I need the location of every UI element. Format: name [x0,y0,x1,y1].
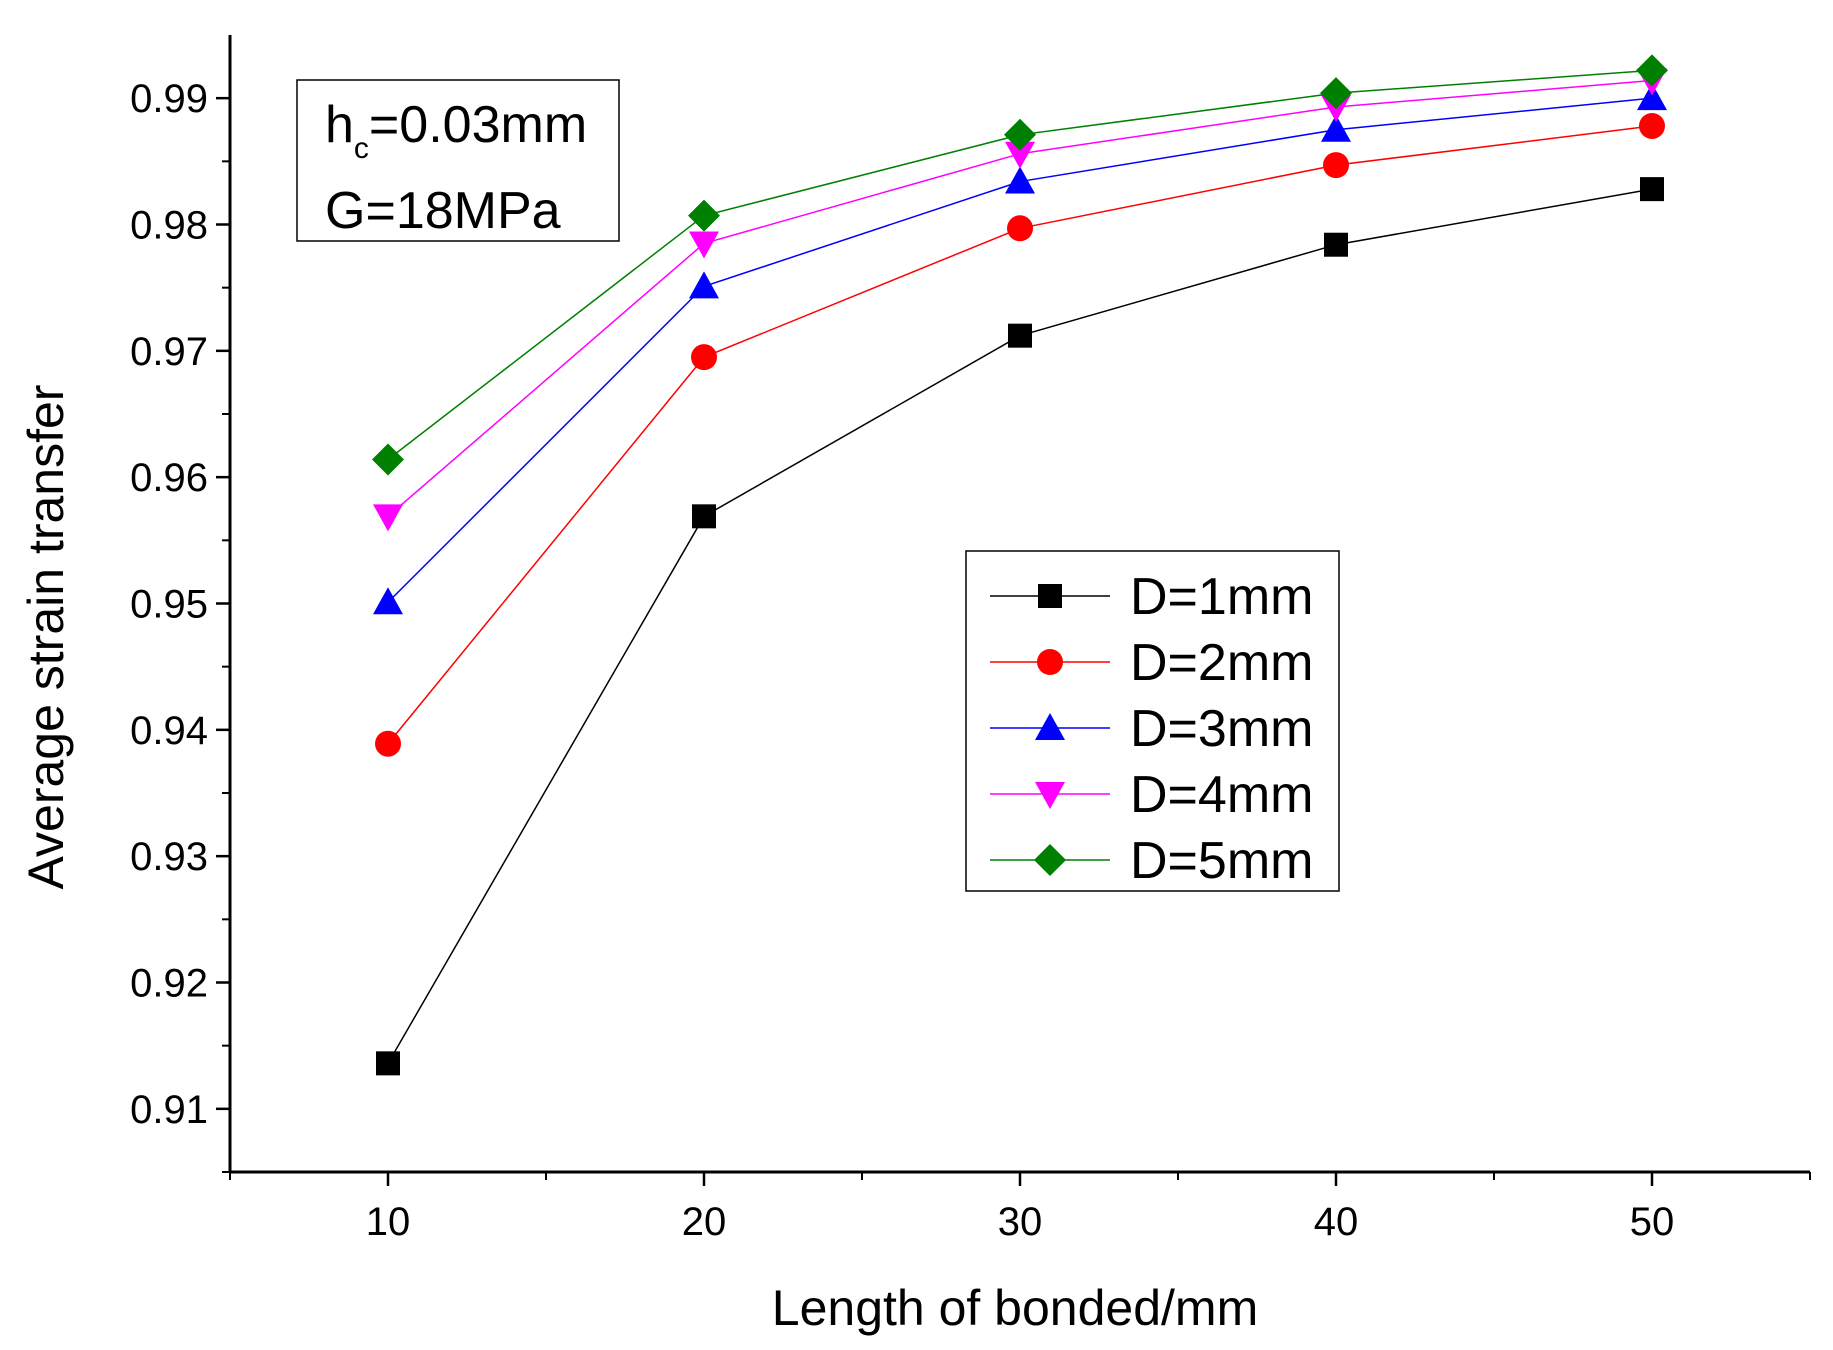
series-4 [373,68,1667,532]
y-tick-label-7: 0.98 [130,204,208,248]
legend-marker-5 [1034,844,1066,876]
y-tick-label-0: 0.91 [130,1088,208,1132]
legend-label-4: D=4mm [1130,766,1313,824]
series-4-point-2 [689,231,719,259]
y-tick-label-1: 0.92 [130,962,208,1006]
legend-label-3: D=3mm [1130,700,1313,758]
legend-item-2: D=2mm [990,634,1313,692]
series-2-point-1 [375,730,401,757]
y-tick-label-8: 0.99 [130,77,208,121]
legend-marker-2 [1037,649,1063,675]
annotation-shear-modulus: G=18MPa [325,182,561,240]
series-5-point-4 [1320,77,1352,110]
series-1-point-3 [1008,323,1032,348]
series-3-point-2 [689,271,719,299]
y-tick-label-5: 0.96 [130,456,208,500]
legend-marker-4 [1035,782,1065,809]
series-2 [375,112,1665,757]
legend-label-2: D=2mm [1130,634,1313,692]
legend-label-5: D=5mm [1130,832,1313,890]
y-tick-label-4: 0.95 [130,583,208,627]
series-1-point-4 [1324,232,1348,257]
legend-marker-1 [1038,584,1062,608]
series-2-point-4 [1323,152,1349,179]
legend-item-3: D=3mm [990,700,1313,758]
series-5-point-1 [372,443,404,476]
annotation-subscript: c [354,132,369,165]
series-2-point-2 [691,344,717,371]
series-3-point-5 [1637,83,1667,111]
series-1-point-1 [376,1051,400,1076]
series-2-point-3 [1007,215,1033,242]
series-1 [376,177,1664,1076]
series-1-point-5 [1640,177,1664,202]
axes: 0.91 0.92 0.93 0.94 0.95 0.96 0.97 0.98 0.99 10 20… [130,35,1811,1244]
series-5-point-5 [1636,54,1668,87]
annotation-thickness: =0.03mm [369,96,587,154]
y-axis-title: Average strain transfer [18,385,74,890]
annotation-box: hc=0.03mm G=18MPa [296,79,620,242]
legend-marker-3 [1035,713,1065,740]
series-3-point-3 [1005,166,1035,194]
x-tick-label-1: 20 [682,1200,727,1244]
series-5-point-2 [688,199,720,232]
legend-item-4: D=4mm [990,766,1313,824]
series-layer [372,54,1668,1076]
series-3-point-4 [1321,114,1351,142]
series-5 [372,54,1668,476]
legend-label-1: D=1mm [1130,568,1313,626]
y-tick-label-6: 0.97 [130,330,208,374]
annotation-h: h [325,96,354,154]
series-4-point-3 [1005,141,1035,169]
legend-item-1: D=1mm [990,568,1313,626]
x-tick-label-3: 40 [1314,1200,1359,1244]
series-4-point-1 [373,504,403,532]
series-1-point-2 [692,504,716,529]
series-5-point-3 [1004,118,1036,151]
x-tick-label-2: 30 [998,1200,1043,1244]
series-3-point-1 [373,587,403,615]
series-2-point-5 [1639,112,1665,139]
series-3 [373,83,1667,615]
svg-text:hc=0.03mm: hc=0.03mm [325,96,587,165]
x-tick-label-0: 10 [366,1200,411,1244]
legend: D=1mm D=2mm D=3mm D=4mm D=5mm [965,550,1340,892]
y-tick-label-2: 0.93 [130,835,208,879]
y-tick-label-3: 0.94 [130,709,208,753]
legend-item-5: D=5mm [990,832,1313,890]
x-tick-label-4: 50 [1630,1200,1675,1244]
x-axis-title: Length of bonded/mm [772,1280,1258,1336]
